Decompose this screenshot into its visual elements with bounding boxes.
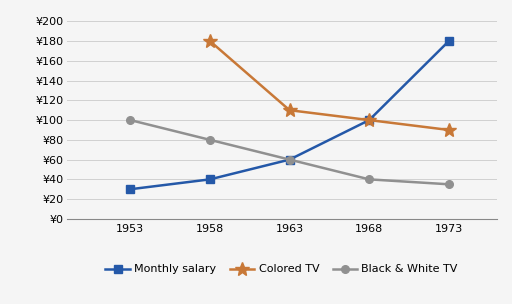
Colored TV (366, 118, 372, 122)
Colored TV (207, 39, 213, 43)
Line: Colored TV: Colored TV (203, 34, 456, 137)
Black & White TV (446, 182, 452, 186)
Monthly salary (446, 39, 452, 43)
Line: Monthly salary: Monthly salary (126, 37, 453, 193)
Black & White TV (287, 158, 293, 161)
Line: Black & White TV: Black & White TV (126, 116, 453, 188)
Black & White TV (127, 118, 133, 122)
Colored TV (287, 109, 293, 112)
Black & White TV (207, 138, 213, 142)
Monthly salary (127, 187, 133, 191)
Monthly salary (366, 118, 372, 122)
Monthly salary (207, 178, 213, 181)
Monthly salary (287, 158, 293, 161)
Black & White TV (366, 178, 372, 181)
Legend: Monthly salary, Colored TV, Black & White TV: Monthly salary, Colored TV, Black & Whit… (101, 260, 462, 279)
Colored TV (446, 128, 452, 132)
